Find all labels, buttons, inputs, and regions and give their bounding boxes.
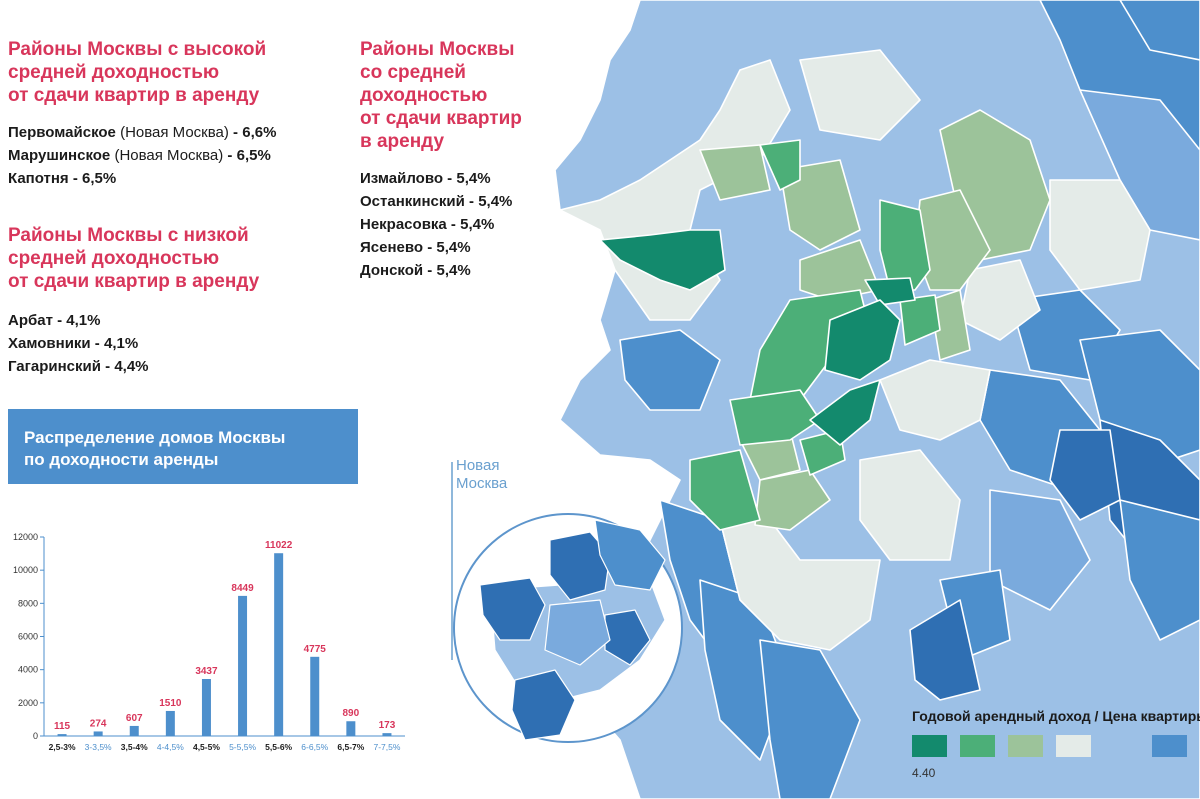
map-district (864, 277, 916, 306)
list-item: Останкинский - 5,4% (360, 193, 513, 210)
bar-value-label: 1510 (159, 698, 182, 709)
map-district (759, 139, 801, 191)
bar (382, 733, 392, 736)
list-item: Марушинское (Новая Москва) - 6,5% (8, 147, 271, 164)
map-district (879, 199, 931, 291)
legend-swatches (912, 735, 1187, 757)
list-item: Арбат - 4,1% (8, 312, 101, 329)
category-label: 3-3,5% (85, 742, 112, 752)
y-tick-label: 10000 (13, 565, 38, 575)
bar (310, 656, 320, 736)
map-district (859, 449, 961, 561)
y-tick-label: 0 (33, 731, 38, 741)
inset-district (544, 599, 611, 666)
list-item: Гагаринский - 4,4% (8, 358, 149, 375)
map-district (879, 359, 991, 441)
category-label: 6,5-7% (337, 742, 364, 752)
new-moscow-label: Новая Москва (456, 457, 508, 492)
map-district (799, 49, 921, 141)
category-label: 2,5-3% (49, 742, 76, 752)
legend-swatch-5 (1104, 735, 1139, 757)
list-item: Первомайское (Новая Москва) - 6,6% (8, 124, 277, 141)
bar-value-label: 173 (379, 720, 396, 731)
legend-swatch-1 (912, 735, 947, 757)
list-item: Капотня - 6,5% (8, 170, 117, 187)
medium-yield-title: Районы Москвы со средней доходностью от сда… (360, 39, 522, 152)
map-district (619, 329, 721, 411)
map-district (824, 299, 901, 381)
map-district (1119, 0, 1200, 61)
map-district (1119, 499, 1200, 641)
bar-value-label: 890 (343, 708, 360, 719)
map-district (899, 294, 941, 346)
bar-value-label: 115 (54, 721, 71, 732)
legend-tick: 4.40 (912, 766, 936, 780)
bar (238, 595, 248, 736)
medium-yield-list: Измайлово - 5,4% Останкинский - 5,4% Нек… (360, 167, 512, 282)
low-yield-title: Районы Москвы с низкой средней доходность… (8, 225, 260, 292)
legend-swatch-4 (1056, 735, 1091, 757)
y-tick-label: 4000 (18, 665, 38, 675)
map-district (989, 489, 1091, 611)
map-district (699, 144, 771, 201)
map-district (779, 159, 861, 251)
high-yield-list: Первомайское (Новая Москва) - 6,6% Маруш… (8, 121, 276, 190)
inset-district (594, 519, 666, 591)
map-district (909, 599, 981, 701)
bar-value-label: 3437 (195, 666, 218, 677)
category-label: 6-6,5% (301, 742, 328, 752)
high-yield-title: Районы Москвы с высокой средней доходност… (8, 39, 267, 106)
y-tick-label: 12000 (13, 532, 38, 542)
legend-swatch-2 (960, 735, 995, 757)
category-label: 5-5,5% (229, 742, 256, 752)
legend-swatch-3 (1008, 735, 1043, 757)
y-tick-label: 8000 (18, 598, 38, 608)
bar-value-label: 8449 (231, 583, 254, 594)
inset-district (549, 531, 611, 601)
list-item: Ясенево - 5,4% (360, 239, 471, 256)
map-district (809, 379, 881, 446)
list-item: Хамовники - 4,1% (8, 335, 139, 352)
map-district (929, 289, 971, 361)
y-tick-label: 6000 (18, 632, 38, 642)
bar-value-label: 4775 (304, 644, 327, 655)
y-tick-label: 2000 (18, 698, 38, 708)
map-district (719, 519, 881, 651)
category-label: 3,5-4% (121, 742, 148, 752)
bar (201, 679, 211, 736)
bar (129, 725, 139, 736)
bar-value-label: 607 (126, 713, 143, 724)
legend-swatch-6 (1152, 735, 1187, 757)
category-label: 4-4,5% (157, 742, 184, 752)
category-label: 5,5-6% (265, 742, 292, 752)
map-district (729, 389, 821, 446)
low-yield-list: Арбат - 4,1% Хамовники - 4,1% Гагарински… (8, 309, 149, 378)
map-district (1049, 179, 1151, 291)
bar (346, 721, 356, 736)
bar-value-label: 11022 (265, 540, 293, 551)
category-label: 7-7,5% (373, 742, 400, 752)
inset-district (511, 669, 576, 741)
distribution-chart: 0 2000 4000 6000 8000 10000 12000 115 2,5-3% 274 3… (13, 532, 405, 752)
category-label: 4,5-5% (193, 742, 220, 752)
bar (93, 731, 103, 736)
list-item: Измайлово - 5,4% (360, 170, 491, 187)
map-district (759, 639, 861, 799)
bar (57, 734, 67, 736)
chart-title: Распределение домов Москвы по доходности … (8, 409, 358, 484)
list-item: Донской - 5,4% (360, 262, 471, 279)
map-district (599, 229, 726, 291)
bar-value-label: 274 (90, 718, 107, 729)
legend-title: Годовой арендный доход / Цена квартиры (912, 708, 1200, 724)
list-item: Некрасовка - 5,4% (360, 216, 495, 233)
bar (165, 710, 175, 736)
bar (274, 553, 284, 736)
map-district (689, 449, 761, 531)
inset-district (479, 577, 546, 641)
map-district (1049, 429, 1121, 521)
